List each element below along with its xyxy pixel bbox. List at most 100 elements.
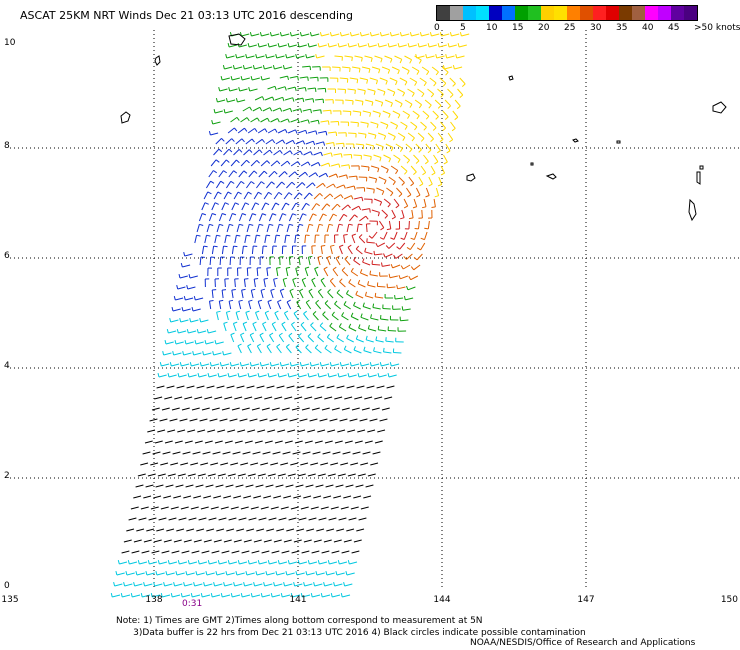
wind-barb-flag bbox=[256, 160, 260, 164]
wind-barb-flag bbox=[423, 82, 427, 87]
wind-barb-flag bbox=[314, 87, 317, 92]
wind-barb bbox=[332, 66, 341, 68]
wind-barb bbox=[248, 170, 255, 178]
wind-barb-flag bbox=[377, 325, 380, 330]
wind-barb-flag bbox=[208, 130, 211, 136]
wind-barb-flag bbox=[237, 343, 242, 347]
wind-barb bbox=[280, 118, 288, 123]
wind-barb bbox=[420, 242, 426, 251]
wind-barb-flag bbox=[235, 570, 238, 576]
wind-barb bbox=[284, 583, 293, 587]
wind-barb-flag bbox=[312, 182, 316, 187]
wind-barb bbox=[243, 539, 252, 543]
wind-barb bbox=[364, 440, 373, 444]
wind-barb-flag bbox=[252, 64, 255, 70]
wind-barb bbox=[268, 44, 277, 48]
wind-barb-flag bbox=[240, 332, 245, 336]
wind-barb bbox=[169, 561, 178, 565]
wind-barb bbox=[302, 108, 311, 112]
wind-barb bbox=[266, 385, 275, 389]
wind-barb bbox=[241, 407, 250, 411]
wind-barb-flag bbox=[404, 170, 408, 175]
wind-barb-flag bbox=[311, 277, 316, 281]
wind-barb-flag bbox=[243, 581, 246, 587]
wind-barb-flag bbox=[207, 372, 210, 378]
wind-barb bbox=[358, 374, 367, 378]
wind-barb-flag bbox=[370, 57, 373, 63]
wind-barb bbox=[229, 418, 238, 422]
wind-barb bbox=[358, 236, 366, 244]
wind-barb-flag bbox=[204, 339, 207, 345]
wind-barb-flag bbox=[343, 184, 346, 189]
wind-barb bbox=[399, 242, 406, 250]
wind-barb-flag bbox=[305, 344, 309, 348]
wind-barb-flag bbox=[310, 151, 313, 156]
wind-barb bbox=[397, 88, 405, 94]
wind-barb-flag bbox=[237, 191, 242, 195]
wind-barb-flag bbox=[231, 289, 236, 291]
wind-barb-flag bbox=[273, 581, 276, 587]
wind-barb-flag bbox=[319, 223, 324, 226]
wind-barb-flag bbox=[357, 279, 361, 284]
wind-barb-flag bbox=[320, 277, 325, 281]
wind-barb-flag bbox=[305, 299, 310, 303]
wind-barb-flag bbox=[326, 255, 331, 259]
wind-barb-flag bbox=[234, 202, 240, 205]
wind-barb bbox=[233, 191, 239, 200]
wind-barb-flag bbox=[356, 176, 358, 181]
wind-barb bbox=[236, 224, 240, 233]
wind-barb bbox=[264, 440, 273, 444]
wind-barb bbox=[226, 224, 230, 233]
wind-barb bbox=[341, 33, 350, 37]
wind-barb-flag bbox=[266, 343, 271, 347]
wind-barb bbox=[138, 517, 147, 521]
wind-barb bbox=[286, 528, 295, 532]
wind-barb-flag bbox=[252, 213, 257, 216]
wind-barb-flag bbox=[334, 300, 338, 305]
wind-barb bbox=[333, 495, 342, 499]
wind-barb bbox=[130, 506, 139, 510]
wind-barb-flag bbox=[338, 163, 341, 168]
wind-barb bbox=[196, 572, 205, 576]
wind-barb-flag bbox=[325, 131, 328, 136]
wind-barb bbox=[310, 324, 317, 332]
wind-barb bbox=[240, 334, 245, 343]
wind-barb-flag bbox=[374, 292, 377, 297]
wind-barb-flag bbox=[240, 592, 243, 598]
legend-swatch bbox=[619, 6, 632, 20]
wind-barb bbox=[308, 290, 314, 299]
wind-barb bbox=[329, 418, 338, 422]
wind-barb-flag bbox=[279, 223, 284, 226]
wind-barb-flag bbox=[174, 339, 177, 345]
wind-barb bbox=[243, 279, 246, 288]
wind-barb bbox=[271, 245, 274, 255]
wind-barb-flag bbox=[403, 295, 406, 301]
wind-barb bbox=[225, 312, 229, 321]
wind-barb bbox=[245, 312, 249, 321]
wind-barb bbox=[360, 316, 369, 321]
wind-barb bbox=[200, 462, 209, 466]
wind-barb bbox=[338, 374, 347, 378]
wind-barb bbox=[239, 418, 248, 422]
wind-barb bbox=[250, 117, 258, 123]
wind-barb bbox=[403, 198, 409, 207]
legend-label: 35 bbox=[616, 23, 628, 33]
wind-barb-flag bbox=[399, 31, 402, 37]
wind-barb bbox=[341, 204, 349, 211]
wind-barb bbox=[251, 550, 260, 554]
wind-barb-flag bbox=[393, 136, 396, 141]
wind-barb bbox=[165, 341, 174, 345]
wind-barb bbox=[362, 451, 371, 455]
wind-barb bbox=[158, 374, 167, 378]
legend-label: 45 bbox=[668, 23, 680, 33]
wind-barb bbox=[234, 440, 243, 444]
wind-barb bbox=[150, 506, 159, 510]
wind-barb-flag bbox=[421, 93, 425, 98]
legend-swatch bbox=[554, 6, 567, 20]
wind-barb bbox=[300, 119, 309, 123]
wind-barb bbox=[174, 583, 183, 587]
wind-barb bbox=[331, 33, 340, 37]
wind-barb bbox=[413, 231, 418, 240]
wind-barb-flag bbox=[373, 90, 376, 96]
island-outline bbox=[466, 173, 476, 182]
